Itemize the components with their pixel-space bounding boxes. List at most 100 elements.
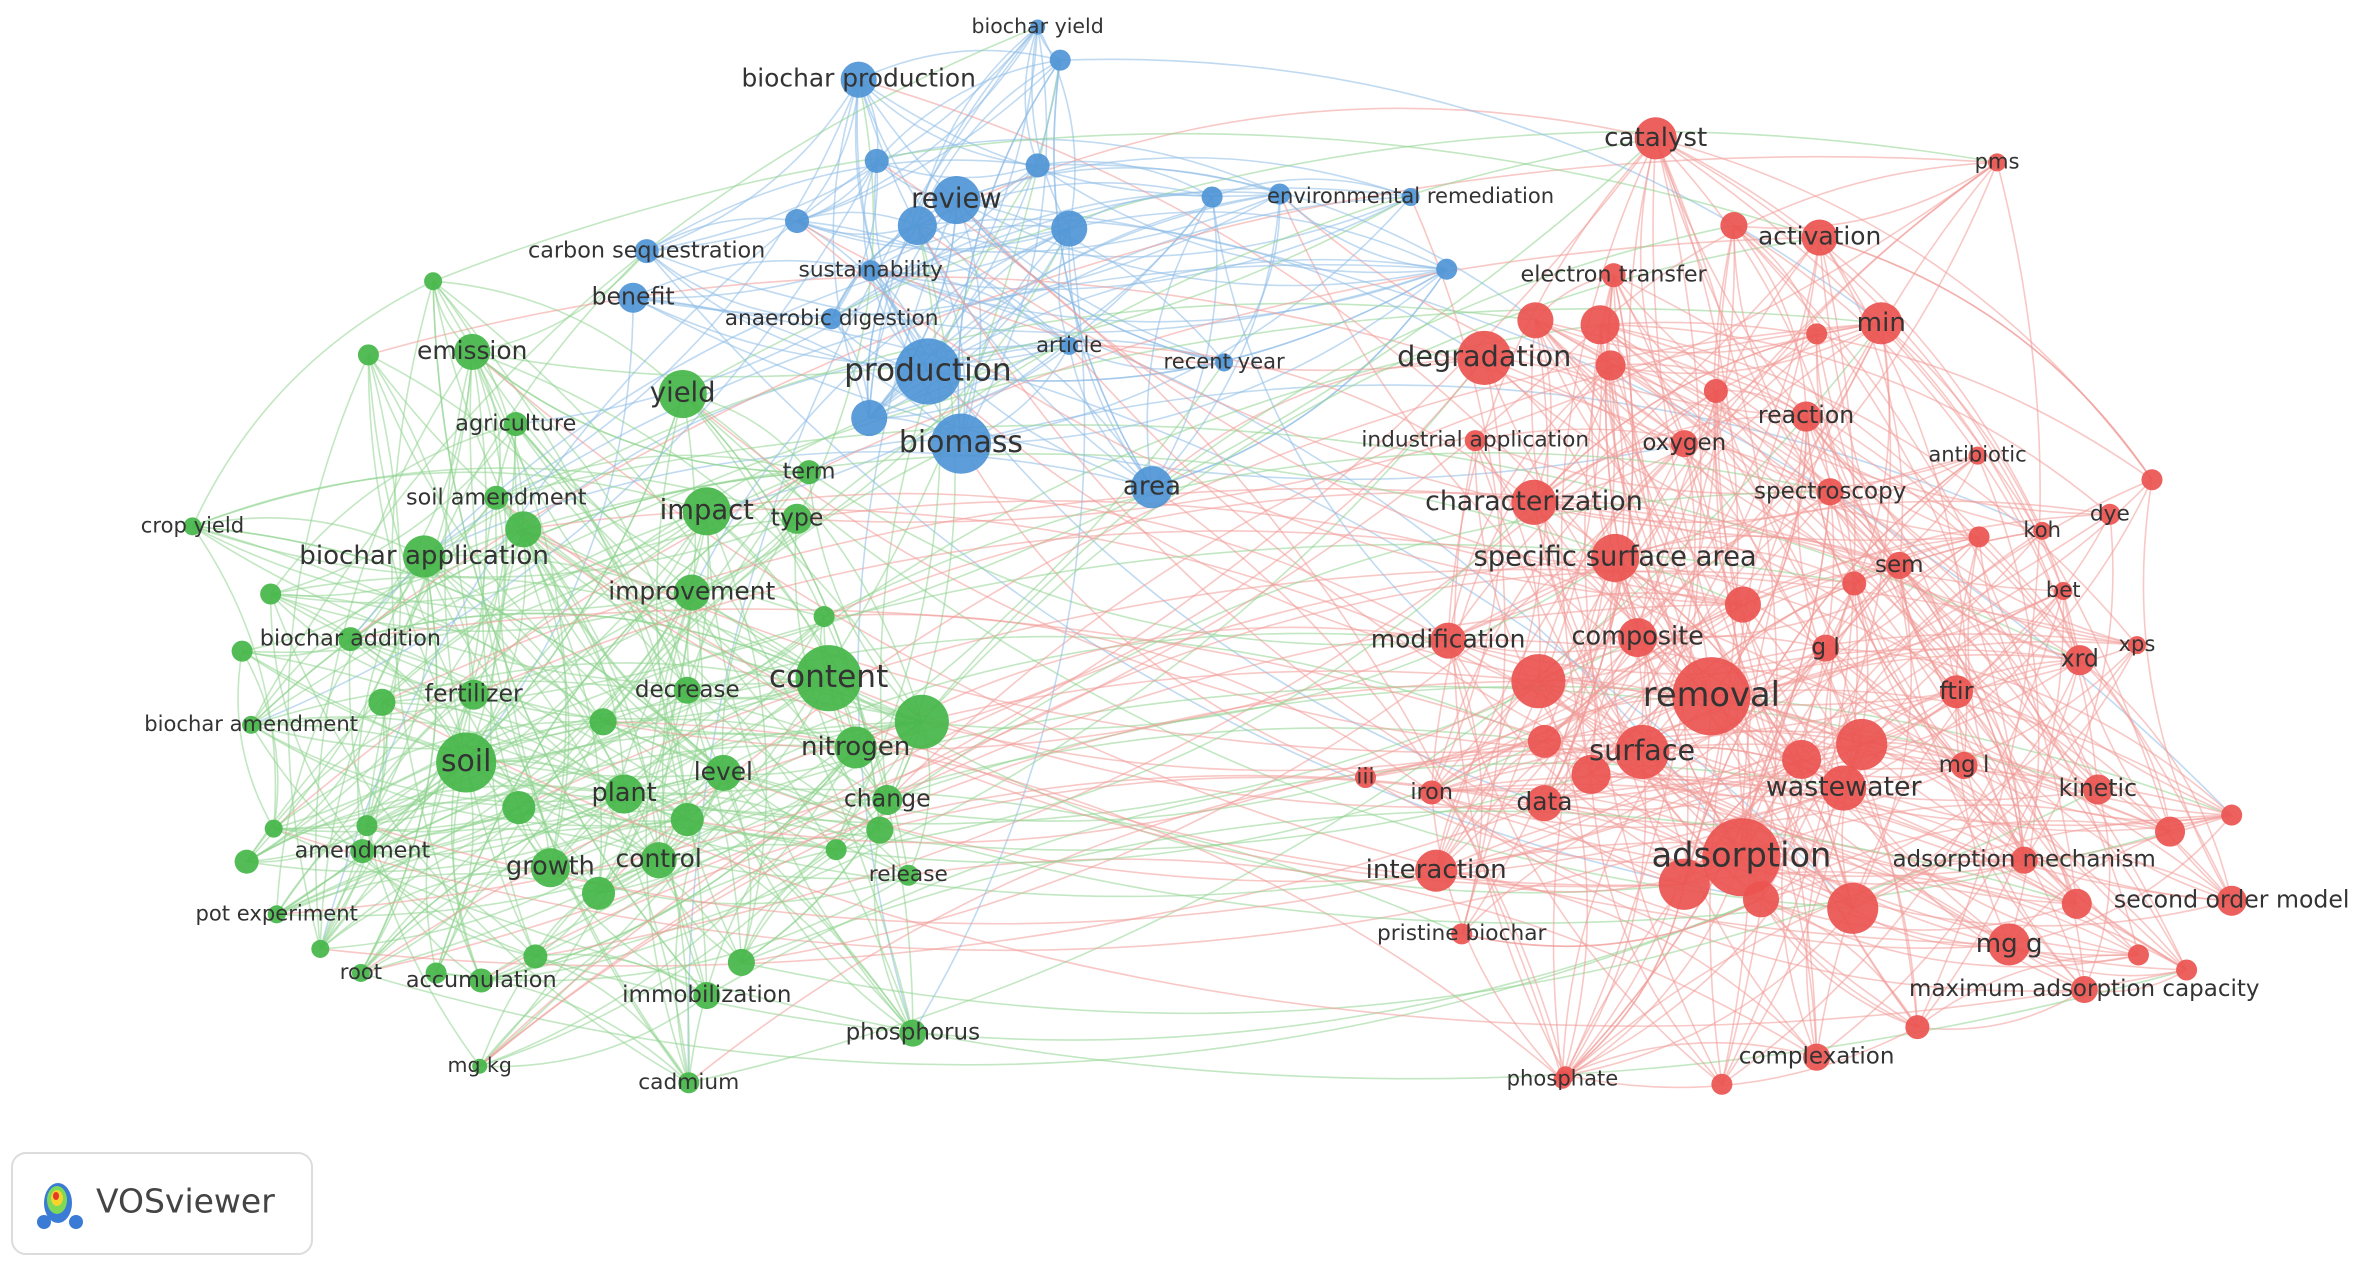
edge <box>1829 491 2080 661</box>
edge <box>1654 138 1778 1085</box>
edge <box>1716 225 1854 909</box>
node <box>424 272 443 291</box>
edge <box>855 357 1485 749</box>
edge <box>535 237 1821 958</box>
edge <box>862 160 878 271</box>
edge <box>1815 590 2064 1058</box>
edge <box>1721 237 1856 1085</box>
node <box>1415 849 1458 892</box>
edge <box>1535 319 2081 661</box>
edge <box>1560 138 1657 775</box>
node <box>1836 718 1888 770</box>
node <box>2010 846 2038 874</box>
edge <box>444 351 537 957</box>
edge <box>435 874 909 982</box>
node-label: article <box>1036 332 1102 357</box>
edge <box>480 892 600 982</box>
node <box>1517 302 1554 339</box>
node <box>673 574 710 611</box>
edge <box>955 199 982 444</box>
edge <box>835 225 942 851</box>
edge <box>1053 60 1153 488</box>
node <box>2064 645 2095 676</box>
node <box>2154 816 2186 847</box>
edge <box>916 225 1685 885</box>
node <box>1801 219 1838 256</box>
edge <box>908 858 1818 1058</box>
edge <box>1565 907 1854 1077</box>
node-label: min <box>1857 308 1906 338</box>
node-label: control <box>616 844 702 873</box>
node <box>2082 774 2113 805</box>
node <box>503 412 528 437</box>
node <box>897 206 937 246</box>
edge <box>796 79 860 222</box>
edge <box>1535 319 2025 861</box>
edge <box>433 280 684 395</box>
edge <box>1024 26 1039 166</box>
node <box>589 708 617 736</box>
node-label: composite <box>1572 622 1704 652</box>
edge <box>828 677 1862 808</box>
edge <box>1146 196 1213 488</box>
edge <box>479 994 708 1068</box>
node-label: recent year <box>1164 348 1285 373</box>
edge <box>1898 565 2085 991</box>
node-label: review <box>911 184 1002 215</box>
node-label: adsorption mechanism <box>1892 847 2155 873</box>
edge <box>2008 814 2233 946</box>
edge <box>1956 690 2171 833</box>
node <box>894 338 961 405</box>
edge <box>1654 138 2171 833</box>
node <box>1591 533 1640 582</box>
node <box>1527 724 1561 758</box>
edge <box>450 694 482 981</box>
node-label: release <box>869 862 948 887</box>
edge <box>478 818 688 1067</box>
node-label: crop yield <box>141 512 244 537</box>
edge <box>432 280 525 530</box>
edge <box>191 525 277 829</box>
edge <box>686 721 922 821</box>
edge <box>623 616 825 795</box>
node-label: xps <box>2119 631 2156 656</box>
logo-text: VOSviewer <box>96 1182 275 1221</box>
edge <box>356 555 425 852</box>
node-label: content <box>769 659 888 695</box>
edge <box>1474 440 1592 775</box>
edge <box>522 344 1070 530</box>
node-label: modification <box>1371 625 1526 654</box>
edge <box>423 302 1536 558</box>
edge <box>479 603 1743 1067</box>
edge <box>319 354 402 950</box>
node-label: xrd <box>2061 645 2099 673</box>
edge <box>1430 792 1564 1081</box>
edge <box>319 761 467 950</box>
logo-icon <box>37 1183 83 1229</box>
node <box>469 968 494 993</box>
edge <box>1535 319 1817 354</box>
node <box>1711 1073 1733 1095</box>
edge <box>1852 565 1913 909</box>
node <box>502 791 536 825</box>
edge <box>823 616 888 801</box>
edge <box>1037 164 1447 274</box>
node <box>505 511 542 548</box>
edge <box>482 423 520 808</box>
edge <box>1565 787 1845 1076</box>
edge <box>876 138 1281 195</box>
node <box>1988 153 2007 172</box>
edge <box>549 632 1449 869</box>
edge <box>1447 592 1744 642</box>
node <box>813 606 835 628</box>
logo-blob <box>53 1192 59 1200</box>
edge <box>1037 160 1213 198</box>
node-label: improvement <box>608 577 775 606</box>
edge <box>2083 789 2111 990</box>
node <box>351 963 370 982</box>
edge <box>1409 196 1506 935</box>
node <box>2141 469 2163 491</box>
edge <box>1430 364 1612 793</box>
node-label: carbon sequestration <box>528 238 765 264</box>
node-label: amendment <box>295 838 431 864</box>
